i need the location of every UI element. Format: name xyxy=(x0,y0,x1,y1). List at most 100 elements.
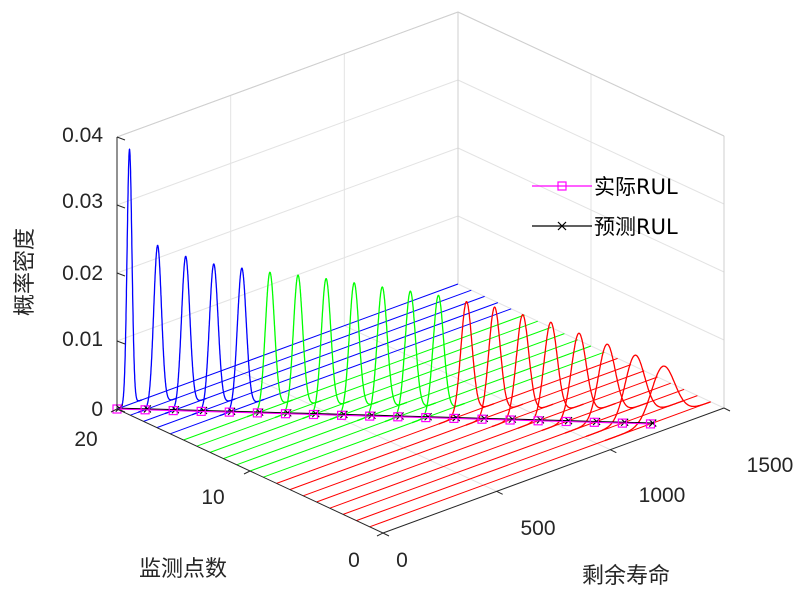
predicted-rul-line xyxy=(119,407,653,424)
curve-baseline xyxy=(196,320,538,447)
z-tick-label: 0 xyxy=(91,398,103,421)
x-tick-labels: 0 500 1000 1500 xyxy=(396,454,793,572)
axes xyxy=(110,136,731,537)
curve-baseline xyxy=(329,382,671,509)
z-tick-label: 0.04 xyxy=(62,124,103,147)
legend-label-actual: 实际RUL xyxy=(594,175,678,199)
z-axis-label: 概率密度 xyxy=(13,228,38,316)
density-curve xyxy=(517,321,584,429)
predicted-rul-mark xyxy=(564,416,573,425)
density-curve xyxy=(274,274,322,419)
y-tick-label: 20 xyxy=(74,428,97,451)
predicted-rul-point xyxy=(564,416,573,425)
predicted-rul-point xyxy=(536,416,545,424)
z-tick-labels: 0.04 0.03 0.02 0.01 0 xyxy=(62,124,103,421)
z-tick-label: 0.01 xyxy=(62,328,103,351)
predicted-rul-mark xyxy=(592,417,601,426)
curve-baseline xyxy=(316,376,658,503)
curve-baseline xyxy=(342,388,685,515)
predicted-rul-point xyxy=(339,410,348,419)
curve-baseline xyxy=(263,351,605,478)
grid-line xyxy=(457,79,725,205)
actual-rul-point xyxy=(505,415,515,425)
actual-rul-point xyxy=(477,414,487,424)
predicted-rul-point xyxy=(592,417,601,426)
grid-line xyxy=(457,215,725,341)
density-curve xyxy=(302,278,350,420)
predicted-rul-point xyxy=(424,412,433,421)
curve-baseline xyxy=(130,289,472,416)
curve-baseline xyxy=(236,339,578,466)
curve-baseline xyxy=(223,333,565,460)
predicted-rul-mark xyxy=(199,406,208,415)
x-tick-label: 0 xyxy=(396,549,408,572)
y-tick xyxy=(243,470,251,475)
predicted-rul-mark xyxy=(424,412,433,421)
grid-line xyxy=(116,79,459,206)
x-tick-label: 1000 xyxy=(639,484,686,507)
actual-rul-point xyxy=(645,419,656,429)
predicted-rul-point xyxy=(227,407,236,416)
z-tick xyxy=(116,272,126,277)
predicted-rul-point xyxy=(452,413,461,422)
density-curve xyxy=(191,263,236,416)
curve-baseline xyxy=(156,302,499,429)
legend: 实际RUL 预测RUL xyxy=(532,175,678,239)
predicted-rul-point xyxy=(480,414,489,423)
density-curve xyxy=(412,294,465,424)
x-tick xyxy=(382,532,390,537)
density-curve xyxy=(219,267,265,417)
predicted-rul-mark xyxy=(452,413,461,422)
density-curves xyxy=(117,148,711,442)
grid-line xyxy=(116,215,459,342)
y-tick xyxy=(110,408,118,413)
predicted-rul-mark xyxy=(339,410,348,419)
actual-rul-point xyxy=(561,416,571,427)
predicted-rul-mark xyxy=(311,409,320,418)
density-curve xyxy=(246,271,293,418)
z-tick-label: 0.02 xyxy=(62,262,103,285)
predicted-rul-mark xyxy=(227,407,236,416)
y-tick-labels: 20 10 0 xyxy=(74,428,360,572)
box-edge xyxy=(116,11,459,138)
actual-rul-point xyxy=(168,406,178,416)
z-tick xyxy=(116,136,126,141)
x-tick xyxy=(610,449,617,454)
curve-baseline xyxy=(289,364,632,491)
actual-rul-point xyxy=(196,406,206,416)
curve-baseline xyxy=(116,283,459,410)
density-curve xyxy=(585,354,684,438)
y-axis-label: 监测点数 xyxy=(139,557,227,582)
legend-marker-predicted xyxy=(557,221,567,231)
density-curve xyxy=(465,306,524,426)
actual-rul-point xyxy=(140,405,150,415)
actual-rul-point xyxy=(617,418,628,428)
density-curve xyxy=(604,365,711,442)
curve-baseline xyxy=(249,345,592,472)
z-tick xyxy=(116,340,126,345)
density-curve xyxy=(564,343,650,434)
actual-rul-point xyxy=(533,416,543,426)
curve-baseline xyxy=(209,326,552,453)
density-curve xyxy=(491,314,554,428)
z-tick-label: 0.03 xyxy=(62,190,103,213)
grid-line xyxy=(116,147,459,274)
grid-line xyxy=(457,147,725,273)
legend-marker-actual xyxy=(557,181,567,191)
y-tick-label: 0 xyxy=(348,549,360,572)
curve-baseline xyxy=(303,370,645,497)
actual-rul-point xyxy=(393,412,403,422)
actual-rul-point xyxy=(449,413,459,423)
x-axis-line xyxy=(382,407,725,534)
predicted-rul-mark xyxy=(115,404,124,413)
predicted-rul-point xyxy=(199,406,208,415)
x-tick-label: 500 xyxy=(520,517,555,540)
actual-rul-point xyxy=(252,408,262,418)
y-tick xyxy=(376,532,384,537)
density-curve xyxy=(541,332,616,432)
density-curve xyxy=(137,244,178,413)
predicted-rul-point xyxy=(311,409,320,418)
x-axis-label: 剩余寿命 xyxy=(582,564,670,589)
actual-rul-line xyxy=(116,408,651,425)
